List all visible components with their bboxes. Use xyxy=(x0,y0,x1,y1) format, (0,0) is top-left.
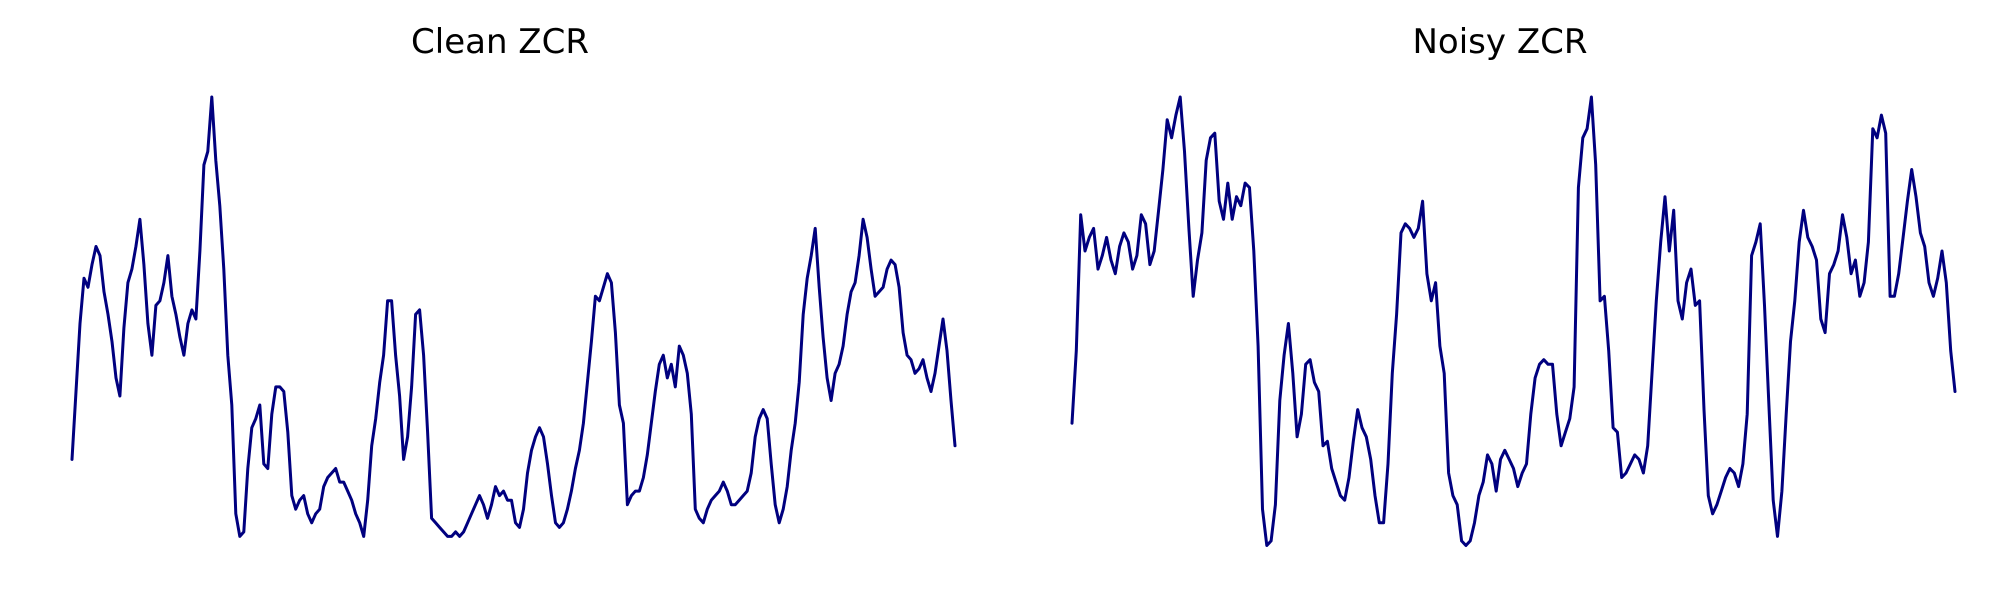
zcr-series-line xyxy=(70,95,957,538)
zcr-series-line xyxy=(1070,95,1957,547)
clean-zcr-plot xyxy=(70,95,957,538)
clean-zcr-title: Clean ZCR xyxy=(411,22,589,62)
noisy-zcr-plot xyxy=(1070,95,1957,547)
noisy-zcr-chart: Noisy ZCR xyxy=(1000,0,2000,600)
clean-zcr-chart: Clean ZCR xyxy=(70,22,957,538)
noisy-zcr-title: Noisy ZCR xyxy=(1412,22,1588,62)
